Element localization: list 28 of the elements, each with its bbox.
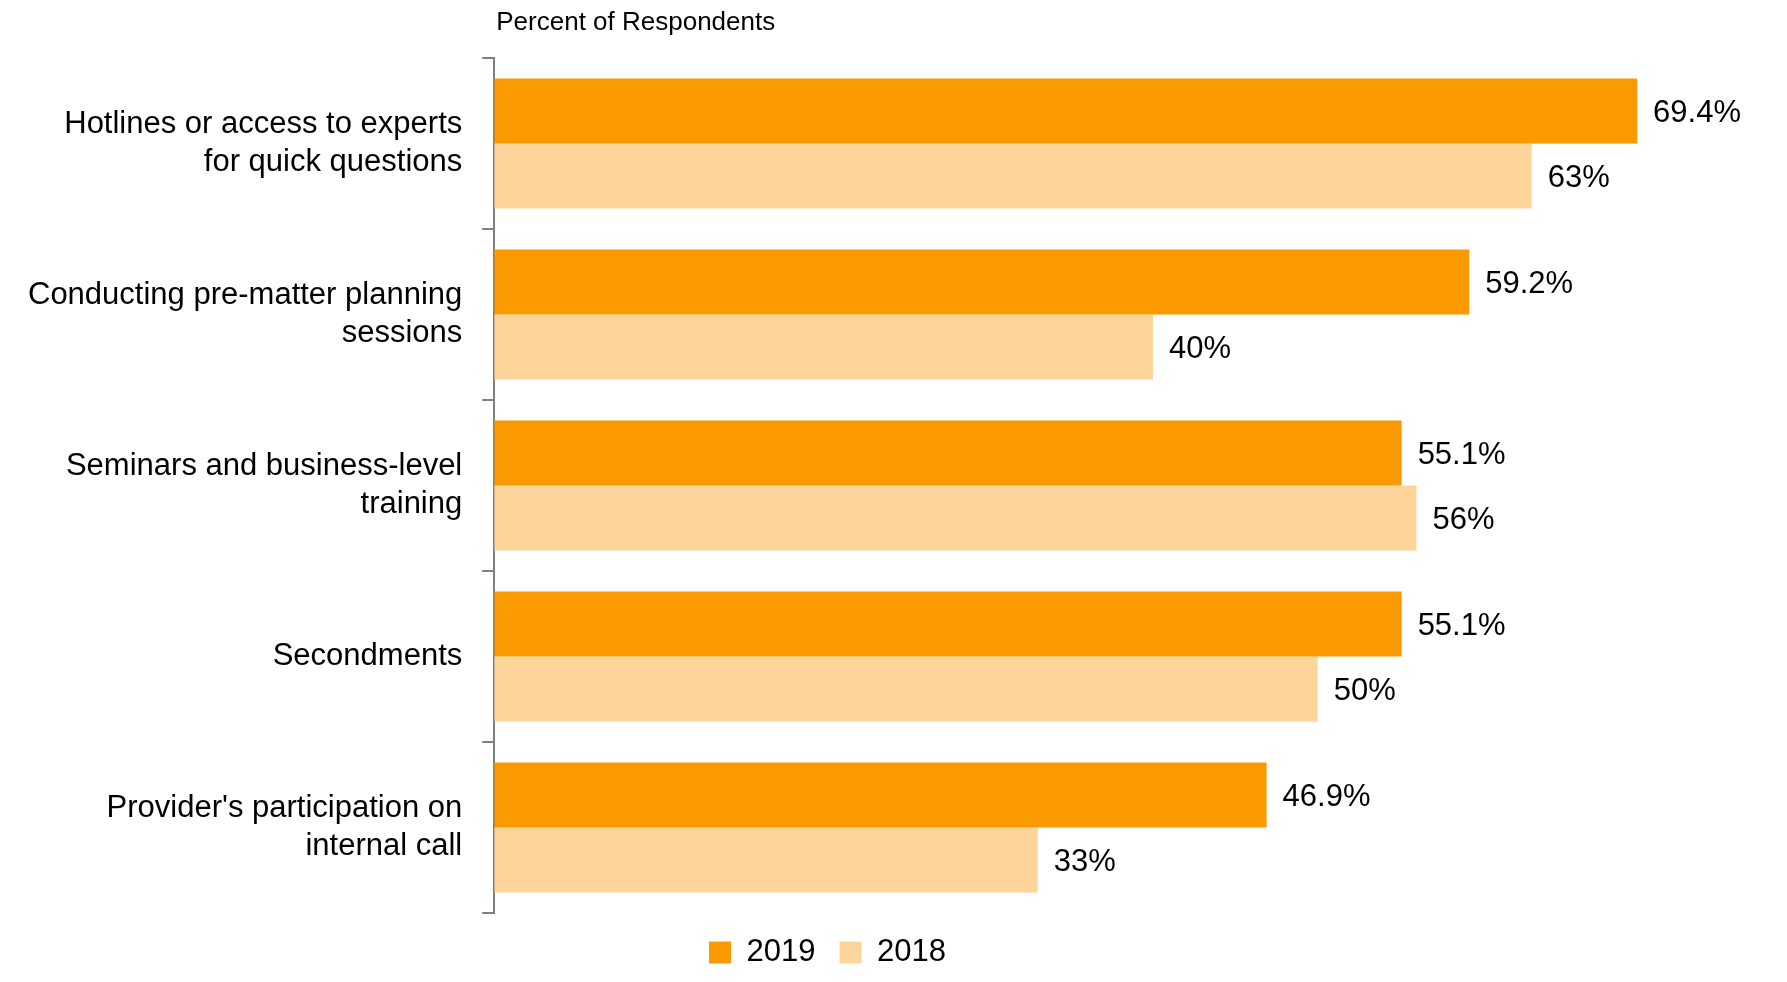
y-tick-label: Hotlines or access to experts for quick questions — [64, 105, 463, 178]
data-label: 55.1% — [1417, 606, 1506, 642]
y-tick-label: Secondments — [272, 637, 463, 673]
data-label: 55.1% — [1417, 435, 1506, 471]
data-label: 59.2% — [1485, 264, 1574, 300]
data-label: 46.9% — [1282, 777, 1371, 813]
data-label: 33% — [1053, 842, 1116, 878]
bar — [494, 78, 1638, 144]
bar — [494, 762, 1267, 828]
data-label: 50% — [1333, 671, 1396, 707]
bar — [494, 591, 1402, 657]
bar — [494, 827, 1038, 893]
data-label: 63% — [1547, 158, 1610, 194]
data-label: 56% — [1432, 500, 1495, 536]
bar — [494, 485, 1417, 551]
bar — [494, 656, 1318, 722]
bar — [494, 420, 1402, 486]
y-tick-label: Provider's participation on internal call — [106, 789, 463, 862]
legend-label: 2018 — [877, 933, 946, 969]
y-tick-label: Conducting pre-matter planning sessions — [27, 276, 463, 349]
bar — [494, 143, 1532, 209]
data-label: 69.4% — [1653, 93, 1742, 129]
data-label: 40% — [1168, 329, 1232, 365]
y-tick-label: Seminars and business-level training — [65, 447, 463, 520]
legend-label: 2019 — [746, 933, 816, 969]
x-axis-title: Percent of Respondents — [496, 6, 776, 36]
bar — [494, 314, 1153, 380]
bar — [494, 249, 1470, 315]
